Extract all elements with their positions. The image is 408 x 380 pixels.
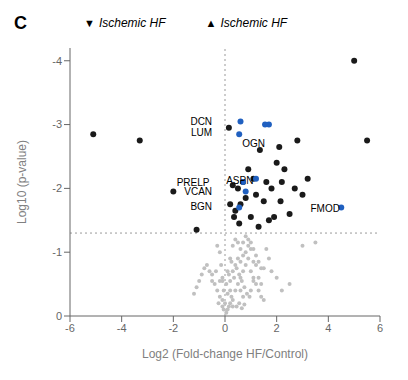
svg-text:OGN: OGN	[242, 138, 265, 149]
html-text:▼ Ischemic HF: ▼ Ischemic HF	[84, 16, 166, 30]
svg-text:6: 6	[377, 322, 383, 334]
svg-text:PRELP: PRELP	[176, 176, 210, 188]
svg-text:Log10 (p-value): Log10 (p-value)	[15, 140, 29, 224]
html-text:C: C	[14, 12, 27, 33]
svg-text:VCAN: VCAN	[184, 186, 212, 197]
svg-text:FMOD: FMOD	[311, 203, 340, 214]
svg-text:-4: -4	[52, 55, 62, 67]
svg-text:LUM: LUM	[191, 127, 212, 138]
svg-text:0: 0	[56, 310, 62, 322]
svg-text:-1: -1	[52, 246, 62, 258]
svg-text:Log2 (Fold-change HF/Control): Log2 (Fold-change HF/Control)	[142, 347, 308, 361]
svg-text:4: 4	[325, 322, 331, 334]
html-text:▲ Ischemic HF: ▲ Ischemic HF	[205, 16, 288, 30]
svg-text:0: 0	[222, 322, 228, 334]
svg-text:ASPN: ASPN	[226, 175, 253, 186]
svg-text:-2: -2	[52, 182, 62, 194]
svg-text:-3: -3	[52, 118, 62, 130]
svg-text:2: 2	[274, 322, 280, 334]
svg-text:-4: -4	[117, 322, 127, 334]
svg-text:-2: -2	[168, 322, 178, 334]
svg-text:DCN: DCN	[190, 116, 212, 127]
svg-text:-6: -6	[65, 322, 75, 334]
svg-text:BGN: BGN	[190, 201, 212, 212]
